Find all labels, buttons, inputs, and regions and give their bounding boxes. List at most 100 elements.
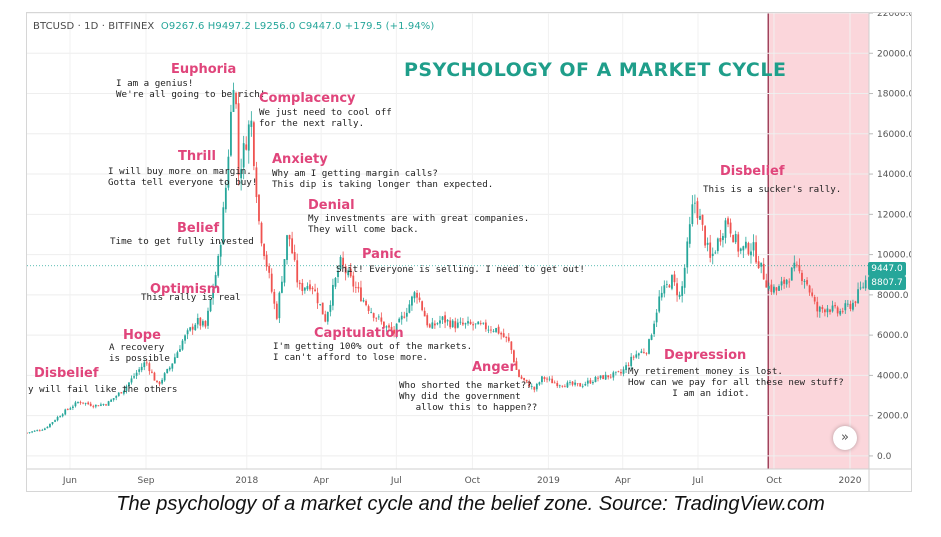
candle-up [247,124,250,151]
candle-down [393,329,395,334]
candle-down [82,402,84,404]
candle-up [377,316,380,318]
candle-up [329,304,332,312]
candle-down [811,292,814,296]
candle-up [94,404,97,407]
candle-up [41,429,44,431]
candle-up [541,376,543,383]
candle-up [184,335,186,341]
candle-up [332,284,334,306]
y-tick-label: 16000.0 [877,130,911,140]
candle-down [755,242,757,263]
stage-anger: Anger [472,360,516,375]
candle-up [446,320,449,322]
candle-down [732,234,735,243]
candle-up [790,267,793,281]
candle-up [77,402,79,403]
candle-down [38,430,41,432]
candle-down [66,409,69,410]
candle-down [301,283,304,292]
y-tick-label: 14000.0 [877,170,911,180]
candle-up [852,302,854,310]
candle-down [360,287,362,302]
symbol-header: BTCUSD · 1D · BITFINEX O9267.6 H9497.2 L… [33,21,434,32]
candle-down [757,261,760,269]
candle-down [676,283,678,296]
candle-up [686,241,689,268]
candle-down [571,381,574,385]
candle-down [263,244,265,257]
candle-down [273,291,276,304]
candle-up [693,202,696,204]
candle-down [528,381,531,387]
stage-euphoria: Euphoria [171,62,237,77]
stage-denial: Denial [308,198,355,213]
candle-up [56,417,59,421]
stage-capitulation: Capitulation [314,326,404,341]
candle-down [454,321,457,329]
candle-down [770,284,773,292]
quote-capitulation: I'm getting 100% out of the markets. I c… [273,341,473,363]
candle-down [795,264,798,266]
quote-denial: My investments are with great companies.… [308,213,530,235]
candle-up [128,382,130,387]
candle-up [436,323,439,325]
candle-up [467,321,469,324]
candle-up [278,292,281,319]
scroll-to-realtime-icon[interactable]: » [833,426,857,450]
candle-down [153,372,156,381]
candle-up [773,286,775,293]
candle-down [520,376,523,379]
x-tick-label: 2020 [839,476,862,486]
candle-up [548,378,551,380]
candle-down [204,320,207,327]
quote-anxiety: Why am I getting margin calls? This dip … [272,168,494,190]
candle-up [130,378,133,383]
candle-up [133,376,135,378]
candle-up [122,390,125,394]
candle-down [255,167,258,198]
candle-up [61,414,64,417]
candle-up [622,369,625,374]
candle-down [841,311,844,313]
candle-down [836,307,839,314]
candle-up [688,224,691,244]
candle-up [209,299,212,312]
candle-up [818,306,821,312]
chart-frame: 0.0 2000.0 4000.0 6000.0 8000.0 10000.0 12000.… [26,12,912,492]
candle-down [265,254,268,267]
candle-up [439,320,441,324]
candle-down [472,324,475,326]
candle-up [362,300,365,302]
quote-depression: My retirement money is lost. How can we … [628,366,844,399]
candle-up [217,255,220,276]
candle-up [584,383,587,386]
candle-up [163,373,166,381]
candle-down [854,301,857,303]
candle-up [31,431,33,433]
candle-down [479,323,482,324]
candle-up [28,432,31,434]
candle-up [864,280,867,289]
candle-down [342,257,345,266]
candle-up [400,315,403,320]
candle-up [173,357,176,364]
candle-down [709,242,712,258]
quote-disbelief-2: This is a sucker's rally. [703,184,842,195]
candle-down [120,392,123,394]
candle-up [660,292,663,298]
candle-down [737,234,740,252]
quote-complacency: We just need to cool off for the next ra… [259,107,392,129]
candle-down [151,371,153,373]
candle-up [846,303,849,305]
candle-down [298,282,301,285]
x-tick-label: 2018 [235,476,258,486]
candle-down [798,265,801,272]
stage-hope: Hope [123,328,161,343]
x-tick-label: Oct [766,476,782,486]
candle-up [640,351,643,353]
candle-up [64,409,67,415]
candle-up [599,375,602,379]
candle-up [678,294,681,297]
candle-up [683,267,686,288]
